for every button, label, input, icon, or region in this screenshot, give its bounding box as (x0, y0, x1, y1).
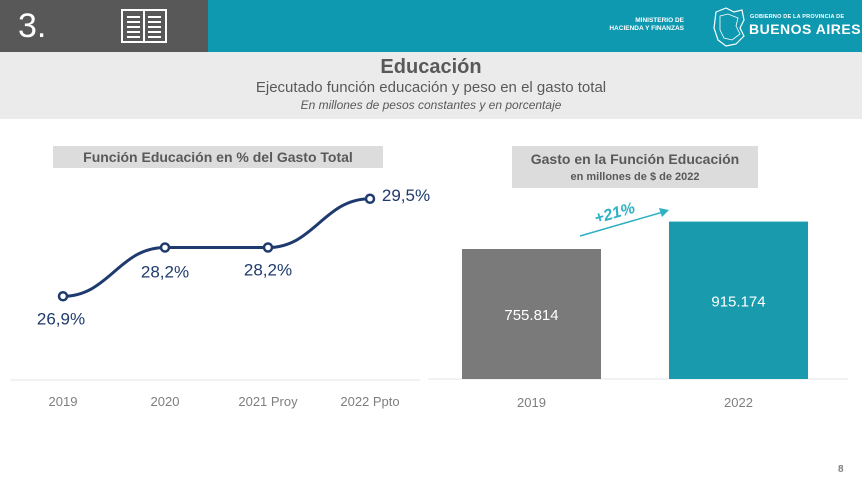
x-tick-label: 2021 Proy (238, 394, 298, 409)
page-subtitle: Ejecutado función educación y peso en el… (255, 79, 607, 96)
bar-value-label: 755.814 (504, 307, 558, 324)
data-point (57, 291, 69, 302)
page-number: 8 (838, 464, 844, 475)
line-chart: 26,9% 28,2% 28,2% 29,5% 2019 2020 2021 Proy 202… (10, 186, 430, 409)
gov-big-text: BUENOS AIRES (749, 21, 862, 37)
line-chart-title: Función Educación en % del Gasto Total (53, 146, 383, 168)
data-label: 28,2% (244, 261, 292, 280)
series-line (62, 197, 371, 298)
data-point (364, 193, 376, 204)
province-map-icon (713, 7, 745, 47)
growth-arrow (579, 211, 664, 237)
data-point (262, 242, 274, 253)
data-label: 28,2% (141, 263, 189, 282)
page-title: Educación (380, 56, 482, 78)
ministry-line1: MINISTERIO DE (635, 17, 684, 24)
ministry-line2: HACIENDA Y FINANZAS (609, 25, 684, 32)
book-icon (121, 9, 167, 43)
bar-chart-subtitle: en millones de $ de 2022 (570, 171, 700, 183)
bar-chart: 755.814 2019 915.174 2022 +21% (428, 200, 848, 410)
gov-small-text: GOBIERNO DE LA PROVINCIA DE (750, 14, 845, 20)
x-tick-label: 2022 (724, 395, 753, 410)
bar-chart-title-box: Gasto en la Función Educación en millone… (512, 146, 758, 188)
x-tick-label: 2019 (517, 395, 546, 410)
bar-value-label: 915.174 (711, 293, 765, 310)
growth-arrow-head (659, 208, 669, 217)
growth-annotation: +21% (593, 200, 637, 228)
data-point (159, 242, 171, 253)
data-label: 29,5% (382, 186, 430, 205)
section-number: 3. (18, 7, 47, 45)
data-label: 26,9% (37, 309, 85, 328)
bar (462, 249, 601, 379)
section-box (0, 0, 208, 52)
x-tick-label: 2019 (49, 394, 78, 409)
bar-chart-title: Gasto en la Función Educación (530, 151, 740, 167)
bar (669, 221, 808, 379)
x-tick-label: 2022 Ppto (340, 394, 399, 409)
x-tick-label: 2020 (151, 394, 180, 409)
ministry-logo-text: MINISTERIO DE HACIENDA Y FINANZAS (590, 17, 684, 33)
page-note: En millones de pesos constantes y en por… (300, 98, 562, 112)
title-band (0, 52, 862, 119)
